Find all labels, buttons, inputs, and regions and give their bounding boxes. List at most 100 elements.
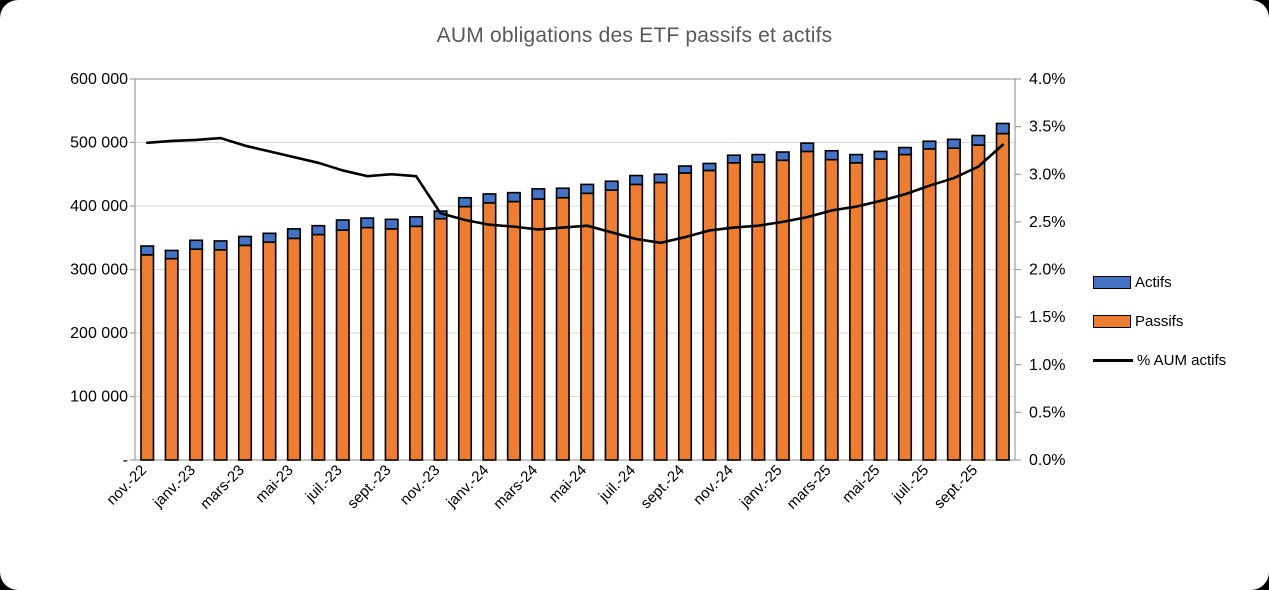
x-axis-tick-label: janv.-24 <box>443 462 493 512</box>
bar-passifs[interactable] <box>873 158 888 461</box>
x-axis-tick-label: juil.-25 <box>888 462 932 506</box>
bar-passifs[interactable] <box>580 192 595 461</box>
right-axis-tick-label: 2.0% <box>1029 262 1065 279</box>
bar-passifs[interactable] <box>262 241 277 461</box>
bar-passifs[interactable] <box>457 205 473 461</box>
bar-actifs[interactable] <box>995 122 1010 135</box>
bar-actifs[interactable] <box>213 240 228 251</box>
right-axis-tick-label: 1.0% <box>1029 357 1065 374</box>
bar-actifs[interactable] <box>653 173 668 184</box>
bar-passifs[interactable] <box>946 147 961 461</box>
bar-passifs[interactable] <box>677 172 693 461</box>
bar-passifs[interactable] <box>555 196 570 461</box>
bar-passifs[interactable] <box>286 237 301 461</box>
bar-actifs[interactable] <box>506 191 521 203</box>
x-axis-tick-label: nov.-23 <box>397 462 444 509</box>
bar-actifs[interactable] <box>726 154 741 164</box>
bar-passifs[interactable] <box>897 153 913 461</box>
bar-actifs[interactable] <box>775 151 790 162</box>
left-axis-tick-label: 400 000 <box>70 198 128 215</box>
bar-actifs[interactable] <box>457 196 473 208</box>
right-axis-tick-label: 0.0% <box>1029 452 1065 469</box>
bar-passifs[interactable] <box>335 229 350 461</box>
bar-actifs[interactable] <box>140 245 155 256</box>
chart-title[interactable]: AUM obligations des ETF passifs et actif… <box>436 24 833 47</box>
x-axis-tick-label: juil.-23 <box>302 462 346 506</box>
left-axis-tick-label: 500 000 <box>70 135 128 152</box>
bar-passifs[interactable] <box>164 257 179 461</box>
bar-passifs[interactable] <box>237 244 253 461</box>
bar-passifs[interactable] <box>653 181 668 461</box>
x-axis-tick-label: janv.-25 <box>736 462 786 512</box>
bar-actifs[interactable] <box>189 239 204 250</box>
bar-actifs[interactable] <box>360 217 375 229</box>
x-axis-tick-label: juil.-24 <box>595 462 639 506</box>
x-axis-tick-label: sept.-25 <box>931 462 981 512</box>
bar-passifs[interactable] <box>213 249 228 461</box>
bar-actifs[interactable] <box>702 162 717 172</box>
x-axis-tick-label: janv.-23 <box>149 462 199 512</box>
bar-passifs[interactable] <box>482 202 497 461</box>
bar-actifs[interactable] <box>629 174 644 186</box>
right-axis-tick-label: 1.5% <box>1029 309 1065 326</box>
bar-passifs[interactable] <box>922 148 937 461</box>
legend-item-passifs[interactable]: Passifs <box>1093 313 1226 330</box>
pct-aum-line[interactable] <box>145 136 1005 245</box>
bar-actifs[interactable] <box>971 134 986 146</box>
left-axis-tick-label: 300 000 <box>70 262 128 279</box>
bar-passifs[interactable] <box>800 150 815 461</box>
bar-passifs[interactable] <box>775 159 790 461</box>
x-axis-tick-label: mars-25 <box>784 462 835 513</box>
left-axis-tick-label: - <box>123 452 128 469</box>
bar-actifs[interactable] <box>824 149 839 161</box>
legend-item-pct-aum[interactable]: % AUM actifs <box>1093 352 1226 369</box>
bar-actifs[interactable] <box>849 153 864 164</box>
legend-item-actifs[interactable]: Actifs <box>1093 274 1226 291</box>
bar-passifs[interactable] <box>726 162 741 461</box>
x-axis-tick-label: mars-23 <box>197 462 248 513</box>
bar-actifs[interactable] <box>286 228 301 240</box>
bar-actifs[interactable] <box>946 138 961 150</box>
bar-actifs[interactable] <box>311 224 326 236</box>
bar-actifs[interactable] <box>922 140 937 150</box>
bar-actifs[interactable] <box>384 218 399 230</box>
bar-passifs[interactable] <box>409 225 424 461</box>
bar-actifs[interactable] <box>897 146 913 156</box>
bar-passifs[interactable] <box>702 169 717 461</box>
bar-actifs[interactable] <box>800 142 815 153</box>
bar-actifs[interactable] <box>555 187 570 199</box>
bar-actifs[interactable] <box>164 249 179 260</box>
bar-actifs[interactable] <box>262 232 277 243</box>
bar-passifs[interactable] <box>995 132 1010 461</box>
bar-actifs[interactable] <box>604 180 619 191</box>
bar-passifs[interactable] <box>971 144 986 461</box>
right-axis-tick-label: 2.5% <box>1029 214 1065 231</box>
right-axis-tick-label: 3.0% <box>1029 166 1065 183</box>
bar-actifs[interactable] <box>531 188 546 200</box>
bar-actifs[interactable] <box>580 183 595 195</box>
bar-actifs[interactable] <box>237 235 253 247</box>
x-axis-tick-label: mars-24 <box>490 462 541 513</box>
bar-passifs[interactable] <box>531 198 546 461</box>
bar-passifs[interactable] <box>189 248 204 461</box>
bar-actifs[interactable] <box>751 153 766 163</box>
bar-actifs[interactable] <box>677 165 693 174</box>
bar-actifs[interactable] <box>335 219 350 231</box>
bar-passifs[interactable] <box>629 183 644 461</box>
legend-label-passifs: Passifs <box>1135 313 1184 330</box>
bar-actifs[interactable] <box>482 193 497 204</box>
bar-passifs[interactable] <box>140 254 155 461</box>
bar-passifs[interactable] <box>311 233 326 461</box>
bar-passifs[interactable] <box>433 217 448 461</box>
bar-actifs[interactable] <box>873 150 888 160</box>
x-axis-tick-label: nov.-24 <box>690 462 737 509</box>
x-axis-tick-label: sept.-23 <box>344 462 394 512</box>
bar-actifs[interactable] <box>409 215 424 228</box>
bar-passifs[interactable] <box>360 226 375 461</box>
bar-passifs[interactable] <box>384 228 399 461</box>
bar-passifs[interactable] <box>506 200 521 461</box>
bar-passifs[interactable] <box>751 161 766 461</box>
bar-passifs[interactable] <box>824 158 839 461</box>
x-axis-tick-label: mai-24 <box>546 462 590 506</box>
